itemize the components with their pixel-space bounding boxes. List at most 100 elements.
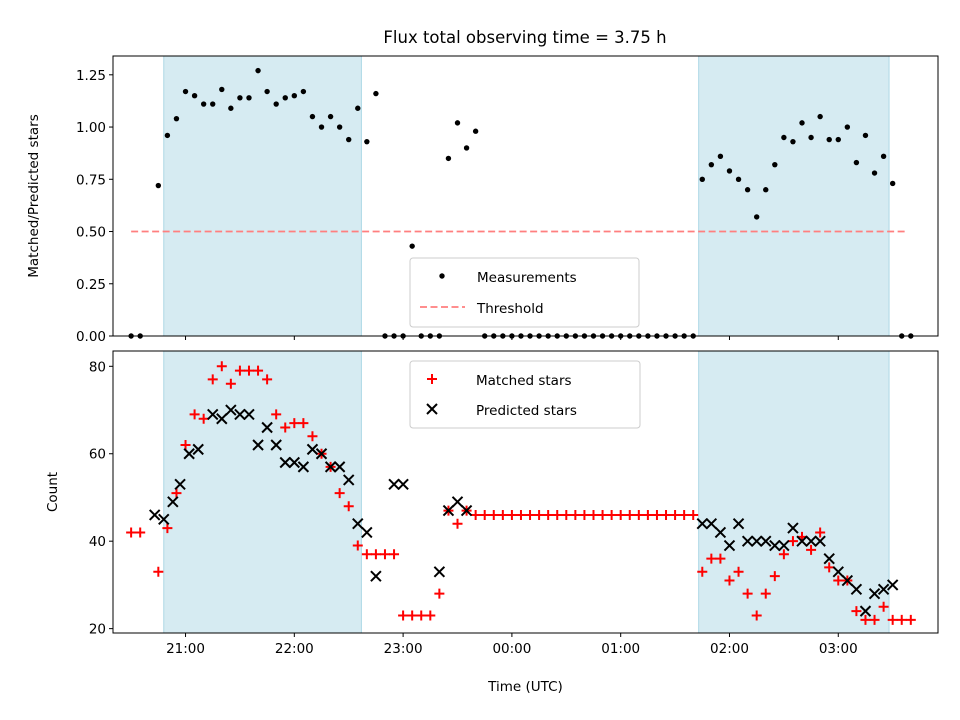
legend-label-predicted: Predicted stars (476, 403, 577, 419)
matched-star-point (733, 566, 744, 577)
top-y-tick-label-2: 0.50 (76, 225, 106, 241)
matched-star-point (525, 509, 536, 520)
predicted-star-point (741, 535, 754, 547)
predicted-star-point (252, 439, 264, 451)
measurement-point (336, 124, 343, 130)
predicted-star-point (352, 517, 364, 530)
matched-star-point (896, 614, 907, 625)
matched-star-point (126, 527, 137, 538)
predicted-star-point (705, 517, 718, 530)
matched-star-point (416, 610, 427, 621)
matched-star-point (262, 374, 273, 385)
matched-star-point (588, 509, 599, 520)
bottom-y-tick-label-1: 40 (89, 534, 106, 550)
predicted-star-point (234, 408, 246, 421)
matched-star-point (452, 518, 463, 529)
bottom-legend: Matched stars Predicted stars (409, 360, 641, 429)
predicted-star-point (433, 566, 446, 578)
measurement-point (862, 132, 869, 139)
bottom-y-tick-label-3: 80 (89, 359, 106, 375)
measurement-point (282, 95, 288, 101)
matched-star-point (742, 588, 753, 599)
matched-star-point (851, 606, 862, 617)
predicted-stars-points (148, 404, 899, 617)
predicted-star-point (183, 448, 195, 460)
predicted-star-point (158, 513, 170, 526)
predicted-star-point (723, 539, 736, 552)
matched-star-point (515, 509, 526, 520)
matched-star-point (670, 509, 681, 520)
predicted-star-point (192, 443, 204, 456)
measurement-point (853, 159, 860, 166)
measurement-point (210, 101, 216, 107)
predicted-star-point (370, 570, 382, 582)
predicted-star-point (343, 474, 355, 486)
bottom-x-tick-label-4: 01:00 (601, 641, 640, 657)
matched-star-point (506, 509, 517, 520)
matched-star-point (860, 614, 871, 625)
matched-star-point (497, 509, 508, 520)
matched-star-point (806, 544, 817, 555)
predicted-star-point (324, 461, 337, 473)
bottom-y-ticks: 20 40 60 80 (89, 359, 113, 638)
bottom-x-tick-label-3: 00:00 (492, 641, 531, 657)
measurement-point (454, 120, 461, 126)
measurement-point (735, 176, 742, 182)
bottom-y-tick-label-0: 20 (89, 622, 106, 638)
measurement-point (300, 88, 307, 95)
measurement-point (373, 90, 379, 97)
top-shaded-interval-0 (163, 55, 362, 337)
x-axis-label: Time (UTC) (487, 679, 563, 695)
matched-star-point (760, 588, 771, 599)
matched-star-point (615, 509, 626, 520)
measurement-point (364, 138, 370, 145)
bottom-x-tick-label-5: 02:00 (710, 641, 749, 657)
top-axes-frame (112, 55, 939, 337)
measurement-point (835, 136, 841, 143)
predicted-star-point (442, 504, 455, 517)
predicted-star-point (361, 526, 373, 539)
predicted-star-point (279, 456, 291, 469)
matched-star-point (688, 509, 699, 520)
bottom-x-tick-label-6: 03:00 (819, 641, 858, 657)
matched-star-point (307, 431, 318, 442)
bottom-x-tick-label-2: 23:00 (384, 641, 423, 657)
predicted-star-point (714, 526, 727, 539)
legend-label-matched: Matched stars (476, 373, 572, 389)
matched-star-point (470, 509, 481, 520)
matched-star-point (715, 553, 726, 564)
measurement-point (808, 134, 814, 141)
matched-star-point (661, 509, 672, 520)
measurement-point (699, 176, 705, 182)
matched-star-point (425, 610, 436, 621)
measurement-point (355, 105, 361, 111)
measurement-point (708, 161, 715, 168)
predicted-star-point (732, 517, 745, 530)
bottom-x-tick-label-1: 22:00 (275, 641, 314, 657)
measurement-point (744, 187, 751, 193)
bottom-x-ticks: 21:00 22:00 23:00 00:00 01:00 02:00 03:00 (166, 633, 858, 657)
predicted-star-point (886, 579, 899, 591)
matched-star-point (887, 614, 898, 625)
predicted-star-point (787, 522, 799, 534)
matched-star-point (561, 509, 572, 520)
measurement-point (445, 155, 452, 162)
predicted-star-point (451, 496, 464, 508)
predicted-star-point (832, 566, 844, 578)
matched-star-point (824, 562, 835, 573)
bottom-axes-frame (112, 350, 939, 634)
top-shaded-interval-1 (698, 55, 890, 337)
matched-star-point (234, 365, 245, 376)
matched-star-point (153, 566, 164, 577)
top-legend: Measurements Threshold (409, 257, 640, 328)
measurement-point (889, 180, 896, 187)
matched-star-point (243, 365, 254, 376)
predicted-star-point (841, 574, 854, 587)
top-panel: 0.00 0.25 0.50 0.75 1.00 1.25 Matched/Predict… (26, 55, 939, 345)
matched-stars-points (126, 361, 916, 625)
measurement-point (182, 88, 189, 95)
matched-star-point (815, 527, 826, 538)
predicted-star-point (333, 461, 346, 473)
measurement-point (817, 113, 823, 120)
measurement-point (717, 153, 724, 159)
